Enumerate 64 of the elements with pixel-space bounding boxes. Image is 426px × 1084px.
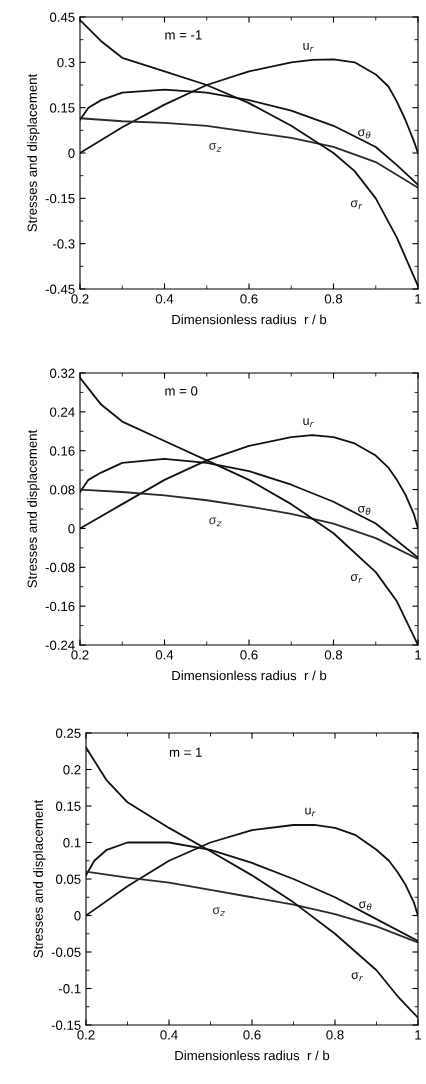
line-series bbox=[80, 117, 418, 189]
series-label: u$_{r}$ bbox=[303, 43, 314, 52]
y-tick-label: 0.15 bbox=[49, 103, 75, 113]
annotation: m = 0 bbox=[165, 386, 198, 396]
y-tick-label: 0.16 bbox=[49, 446, 75, 456]
series-label: σ$_{θ}$ bbox=[358, 505, 371, 515]
series-label: σ$_{r}$ bbox=[350, 200, 363, 210]
y-tick-label: 0 bbox=[68, 524, 75, 534]
y-tick-label: -0.3 bbox=[52, 239, 75, 249]
y-tick-label: 0.1 bbox=[63, 838, 81, 848]
x-tick-label: 1 bbox=[415, 650, 422, 660]
y-axis-title: Stresses and displacement bbox=[27, 73, 40, 232]
line-series bbox=[80, 19, 418, 287]
x-tick-label: 1 bbox=[415, 1030, 422, 1040]
series-label: σ$_{z}$ bbox=[212, 907, 225, 917]
annotation: m = 1 bbox=[169, 747, 202, 757]
line-series bbox=[80, 376, 418, 645]
line-series bbox=[80, 488, 418, 560]
y-tick-label: -0.45 bbox=[45, 284, 75, 294]
y-tick-label: -0.15 bbox=[45, 193, 75, 204]
x-tick-label: 1 bbox=[415, 294, 422, 304]
x-axis-title: Dimensionless radius r / b bbox=[172, 314, 327, 325]
y-tick-label: 0.08 bbox=[49, 485, 75, 495]
series-label: σ$_{z}$ bbox=[209, 517, 222, 527]
y-tick-label: -0.05 bbox=[51, 947, 81, 957]
y-tick-label: 0 bbox=[68, 148, 75, 158]
series-label: σ$_{θ}$ bbox=[359, 901, 372, 911]
line-series bbox=[86, 870, 418, 944]
y-tick-label: 0.05 bbox=[55, 874, 81, 884]
x-tick-label: 0.6 bbox=[240, 294, 258, 304]
y-tick-label: 0.32 bbox=[49, 368, 75, 378]
series-label: σ$_{θ}$ bbox=[358, 129, 371, 139]
y-tick-label: 0.15 bbox=[55, 801, 81, 811]
x-tick-label: 0.4 bbox=[155, 650, 174, 660]
y-axis-title: Stresses and displacement bbox=[27, 429, 40, 588]
annotation: m = -1 bbox=[165, 30, 202, 40]
x-tick-label: 0.8 bbox=[324, 294, 343, 304]
y-tick-label: -0.24 bbox=[45, 640, 75, 650]
x-tick-label: 0.2 bbox=[77, 1030, 95, 1040]
y-axis-title: Stresses and displacement bbox=[33, 799, 46, 958]
y-tick-label: -0.1 bbox=[58, 984, 81, 994]
line-series bbox=[86, 746, 418, 1019]
y-tick-label: 0.3 bbox=[57, 57, 75, 68]
y-tick-label: -0.15 bbox=[51, 1020, 81, 1030]
x-axis-title: Dimensionless radius r / b bbox=[175, 1050, 330, 1061]
y-tick-label: 0.25 bbox=[55, 728, 81, 738]
series-label: σ$_{z}$ bbox=[209, 143, 222, 152]
series-label: σ$_{r}$ bbox=[350, 574, 363, 583]
series-label: σ$_{r}$ bbox=[351, 972, 363, 982]
x-axis-title: Dimensionless radius r / b bbox=[172, 670, 327, 681]
y-tick-label: 0.45 bbox=[49, 12, 75, 22]
x-tick-label: 0.6 bbox=[243, 1030, 261, 1040]
y-tick-label: 0.2 bbox=[63, 765, 81, 775]
series-label: u$_{r}$ bbox=[303, 418, 314, 427]
y-tick-label: 0.24 bbox=[49, 407, 75, 417]
x-tick-label: 0.4 bbox=[160, 1030, 178, 1040]
x-tick-label: 0.8 bbox=[326, 1030, 344, 1040]
x-tick-label: 0.4 bbox=[155, 294, 174, 304]
y-tick-label: -0.08 bbox=[45, 562, 75, 573]
series-label: u$_{r}$ bbox=[305, 807, 316, 817]
y-tick-label: 0 bbox=[74, 911, 81, 921]
y-tick-label: -0.16 bbox=[45, 601, 75, 612]
x-tick-label: 0.8 bbox=[324, 650, 343, 660]
x-tick-label: 0.6 bbox=[240, 650, 258, 660]
